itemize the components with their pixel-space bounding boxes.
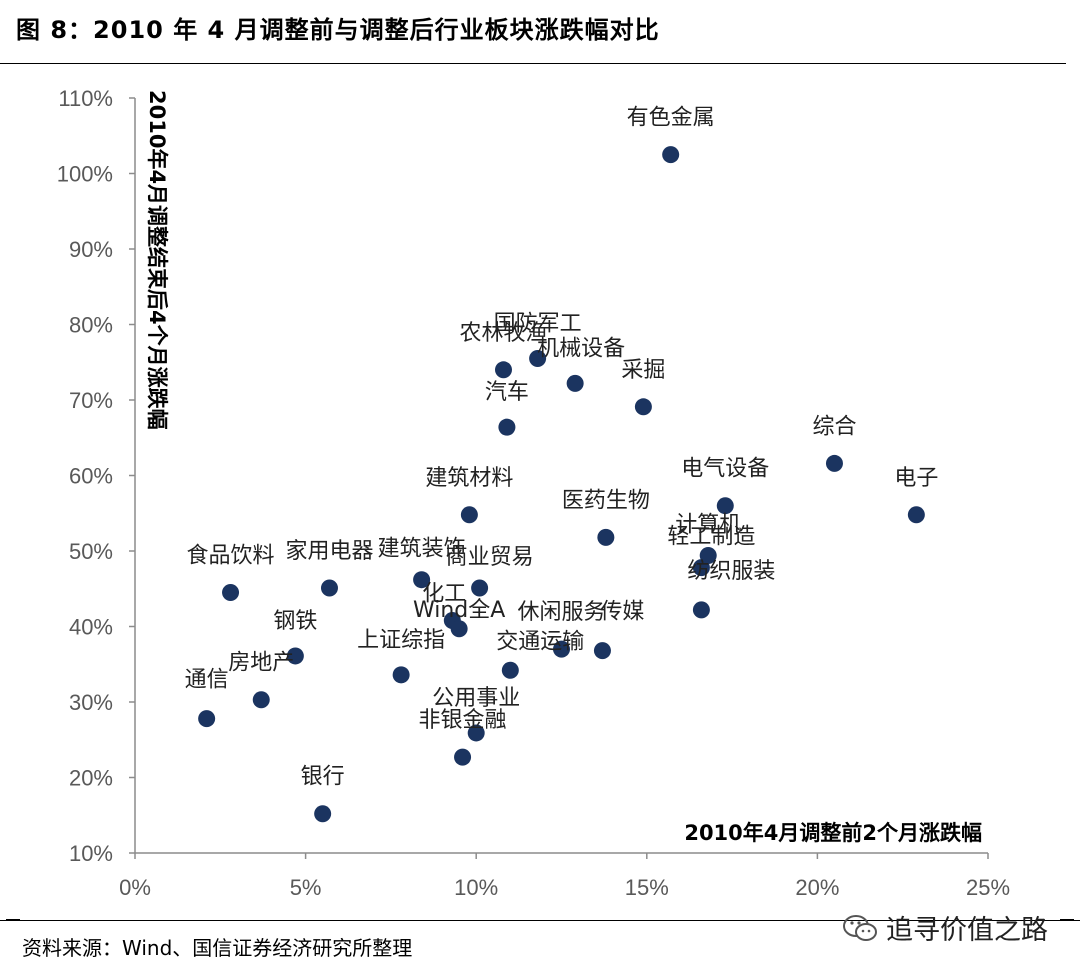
data-point xyxy=(716,497,734,515)
data-point xyxy=(662,146,680,164)
source-note: 资料来源：Wind、国信证券经济研究所整理 xyxy=(22,936,413,960)
data-point-label: 综合 xyxy=(812,414,856,439)
data-point xyxy=(413,571,431,589)
data-point xyxy=(553,640,570,658)
watermark-text: 追寻价值之路 xyxy=(886,915,1048,946)
data-point xyxy=(314,805,332,823)
figure-title: 图 8：2010 年 4 月调整前与调整后行业板块涨跌幅对比 xyxy=(16,16,660,44)
data-point-label: 有色金属 xyxy=(627,106,715,131)
data-point-label: 建筑装饰 xyxy=(378,537,466,562)
data-point-label: 上证综指 xyxy=(357,628,445,653)
x-tick-label: 5% xyxy=(290,875,322,900)
data-point xyxy=(825,454,843,472)
title-rule xyxy=(0,63,1066,64)
chart-ticks: 10% 20% 30% 40% 50% 60% 70% 80% 90% 100% 110% 0% 5% 1… xyxy=(57,86,1010,900)
footer-rule xyxy=(0,920,1080,921)
data-point xyxy=(566,374,584,392)
y-axis-title: 2010年4月调整结束后4个月涨跌幅 xyxy=(145,90,169,430)
data-point-label: 汽车 xyxy=(485,380,529,405)
data-point-label: 传媒 xyxy=(600,600,644,625)
data-point xyxy=(634,398,652,416)
data-point xyxy=(454,748,472,766)
data-point-label: 钢铁 xyxy=(273,609,317,634)
x-axis-title: 2010年4月调整前2个月涨跌幅 xyxy=(684,821,982,845)
chart-axes xyxy=(134,98,988,854)
y-tick-label: 30% xyxy=(69,690,113,715)
data-point xyxy=(198,710,216,728)
data-point xyxy=(286,647,304,665)
data-point-label: 建筑材料 xyxy=(425,466,513,491)
data-point-label: 食品饮料 xyxy=(187,544,275,569)
data-point xyxy=(692,559,710,577)
data-point-label: 国防军工 xyxy=(494,311,582,336)
data-point xyxy=(529,349,547,367)
x-tick-label: 10% xyxy=(454,875,498,900)
data-point-label: 通信 xyxy=(185,668,229,693)
data-point xyxy=(392,666,410,684)
data-point xyxy=(593,642,611,660)
x-tick-label: 15% xyxy=(625,875,669,900)
data-point-label: 公用事业 xyxy=(432,686,520,711)
data-point-label: 计算机 xyxy=(675,513,741,538)
y-tick-label: 10% xyxy=(69,841,113,866)
data-point xyxy=(498,418,516,436)
data-point xyxy=(907,506,925,524)
y-tick-label: 100% xyxy=(57,162,113,187)
data-point-label: 房地产 xyxy=(228,651,294,676)
y-tick-label: 110% xyxy=(58,86,113,111)
y-tick-label: 90% xyxy=(69,237,113,262)
data-point-label: 医药生物 xyxy=(562,488,650,513)
data-point xyxy=(692,601,710,619)
footer-rule-mark-left xyxy=(6,919,20,921)
data-point xyxy=(494,361,512,379)
y-tick-label: 20% xyxy=(69,766,113,791)
data-point-label: 家用电器 xyxy=(285,539,373,564)
data-point-label: 非银金融 xyxy=(419,708,507,733)
data-point xyxy=(252,691,270,709)
y-tick-label: 50% xyxy=(69,539,113,564)
data-point xyxy=(501,661,519,679)
data-point-label: 化工 xyxy=(422,581,466,606)
footer-rule-mark-right xyxy=(1060,919,1074,921)
data-point xyxy=(471,579,489,597)
data-point xyxy=(467,724,485,742)
scatter-chart: 10% 20% 30% 40% 50% 60% 70% 80% 90% 100% 110% 0% 5% 1… xyxy=(57,86,1010,900)
data-point xyxy=(320,579,338,597)
data-point xyxy=(450,620,468,638)
data-point-label: 电子 xyxy=(894,466,938,491)
data-point-label: Wind全A xyxy=(413,598,505,623)
data-point xyxy=(597,528,615,546)
chart-points xyxy=(198,146,925,823)
x-tick-label: 25% xyxy=(966,875,1010,900)
data-point-label: 休闲服务 xyxy=(517,600,605,625)
data-point-label: 电气设备 xyxy=(681,457,769,482)
data-point-label: 纺织服装 xyxy=(687,559,775,584)
y-tick-label: 80% xyxy=(69,313,113,338)
data-point-label: 机械设备 xyxy=(537,336,625,361)
data-point xyxy=(222,584,240,602)
y-tick-label: 40% xyxy=(69,615,113,640)
data-point-label: 商业贸易 xyxy=(446,545,534,570)
data-point xyxy=(460,506,478,524)
x-tick-label: 0% xyxy=(119,875,151,900)
data-point-label: 交通运输 xyxy=(496,629,584,654)
x-tick-label: 20% xyxy=(795,875,839,900)
data-point-label: 轻工制造 xyxy=(667,525,755,550)
y-tick-label: 60% xyxy=(69,464,113,489)
data-point-label: 采掘 xyxy=(621,358,665,383)
y-tick-label: 70% xyxy=(69,388,113,413)
data-point-label: 银行 xyxy=(301,765,345,790)
data-point-label: 农林牧渔 xyxy=(459,321,547,346)
watermark: 追寻价值之路 xyxy=(842,908,1048,947)
wechat-icon xyxy=(843,914,877,941)
